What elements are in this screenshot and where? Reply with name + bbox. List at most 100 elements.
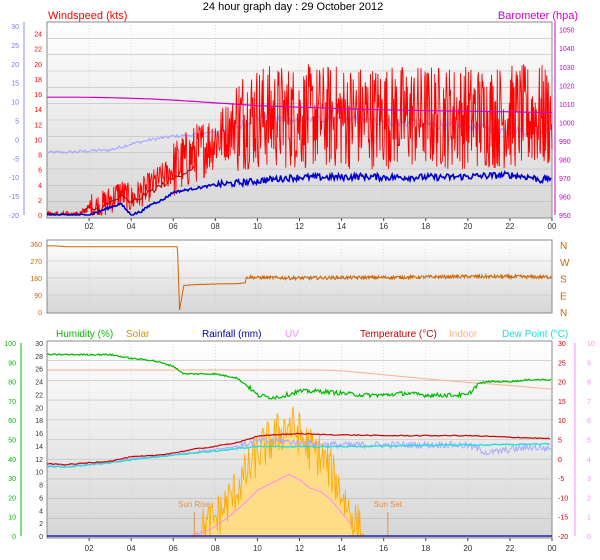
barometer-label: Barometer (hpa) [498, 10, 578, 22]
wind-outer-tick: 25 [11, 43, 19, 50]
dewpoint-line [46, 442, 550, 468]
indoor-label: Indoor [449, 329, 478, 340]
rainfall-y-tick: 26 [35, 367, 43, 374]
wind-outer-tick: 15 [11, 81, 19, 88]
wind-y-tick: 18 [34, 77, 42, 84]
rainfall-y-tick: 10 [35, 470, 43, 477]
direction-y-tick: 270 [30, 259, 42, 266]
wind-y-tick: 4 [38, 183, 42, 190]
temperature-y-tick: 15 [558, 399, 566, 406]
humidity-panel-xtick-label: 02 [85, 544, 94, 553]
compass-label: N [560, 241, 567, 252]
rainfall-y-tick: 12 [35, 457, 43, 464]
barometer-y-tick: 950 [559, 213, 571, 220]
rainfall-y-tick: 0 [39, 534, 43, 541]
uv-y-tick: 3 [587, 476, 591, 483]
direction-y-tick: 90 [34, 293, 42, 300]
temperature-y-tick: 25 [558, 360, 566, 367]
humidity-panel-xtick-label: 12 [295, 544, 304, 553]
humidity-panel-xtick-label: 08 [211, 544, 220, 553]
wind-y-tick: 24 [34, 32, 42, 39]
humidity-panel-xtick-label: 06 [169, 544, 178, 553]
wind-panel-xtick-label: 12 [295, 222, 304, 231]
wind-y-tick: 16 [34, 92, 42, 99]
temperature-y-tick: -20 [558, 534, 568, 541]
uv-y-tick: 7 [587, 399, 591, 406]
wind-outer-tick: 5 [15, 119, 19, 126]
barometer-y-tick: 1040 [559, 46, 575, 53]
barometer-y-tick: 990 [559, 139, 571, 146]
humidity-y-tick: 60 [8, 418, 16, 425]
wind-y-tick: 6 [38, 168, 42, 175]
humidity-panel-xtick-label: 22 [505, 544, 514, 553]
temperature-y-tick: 20 [558, 380, 566, 387]
wind-panel-xtick-label: 06 [169, 222, 178, 231]
rainfall-y-tick: 20 [35, 405, 43, 412]
wind-panel-xtick-label: 04 [127, 222, 136, 231]
uv-y-tick: 6 [587, 418, 591, 425]
uv-y-tick: 8 [587, 380, 591, 387]
wind-y-tick: 10 [34, 137, 42, 144]
temperature-line [46, 432, 551, 466]
wind-panel-xtick-label: 02 [85, 222, 94, 231]
humidity-panel-xtick-label: 16 [379, 544, 388, 553]
barometer-line [47, 96, 553, 114]
rainfall-y-tick: 16 [35, 431, 43, 438]
humidity-y-tick: 80 [8, 380, 16, 387]
uv-y-tick: 2 [587, 495, 591, 502]
humidity-panel-xtick-label: 04 [127, 544, 136, 553]
humidity-label: Humidity (%) [56, 329, 113, 340]
rainfall-y-tick: 2 [39, 521, 43, 528]
uv-y-tick: 10 [587, 341, 595, 348]
wind-y-tick: 12 [34, 122, 42, 129]
windspeed-label: Windspeed (kts) [48, 10, 127, 22]
humidity-panel-xtick-label: 14 [337, 544, 346, 553]
wind-y-tick: 8 [38, 153, 42, 160]
humidity-y-tick: 0 [12, 534, 16, 541]
barometer-y-tick: 970 [559, 176, 571, 183]
rainfall-y-tick: 14 [35, 444, 43, 451]
sunrise-annotation: Sun Rise [178, 500, 211, 509]
humidity-panel-xtick-label: 20 [463, 544, 472, 553]
wind-y-tick: 20 [34, 62, 42, 69]
dewpoint-label: Dew Point (°C) [502, 329, 568, 340]
wind-outer-tick: 10 [11, 100, 19, 107]
wind-y-tick: 22 [34, 47, 42, 54]
average-wind-line [47, 170, 552, 217]
humidity-y-tick: 40 [8, 457, 16, 464]
compass-label: N [560, 308, 567, 319]
wind-panel-xtick-label: 10 [253, 222, 262, 231]
barometer-y-tick: 1050 [559, 28, 575, 35]
direction-y-tick: 360 [30, 242, 42, 249]
wind-outer-tick: -5 [13, 156, 19, 163]
temperature-y-tick: 0 [558, 457, 562, 464]
wind-outer-tick: -15 [9, 194, 19, 201]
wind-y-tick: 2 [38, 198, 42, 205]
humidity-y-tick: 10 [8, 515, 16, 522]
compass-label: W [560, 258, 570, 269]
wind-outer-tick: 30 [11, 24, 19, 31]
temperature-y-tick: 5 [558, 438, 562, 445]
rainfall-y-tick: 8 [39, 483, 43, 490]
rainfall-label: Rainfall (mm) [202, 329, 261, 340]
uv-line [194, 473, 353, 536]
wind-panel-xtick-label: 00 [548, 222, 557, 231]
wind-barometer-panel: Windspeed (kts) Barometer (hpa) 02 4 6 8 10 12 1… [9, 10, 578, 231]
rainfall-y-tick: 24 [35, 380, 43, 387]
temperature-y-tick: -15 [558, 515, 568, 522]
barometer-y-tick: 980 [559, 157, 571, 164]
barometer-y-tick: 1030 [559, 65, 575, 72]
rainfall-y-tick: 28 [35, 354, 43, 361]
barometer-y-tick: 1010 [559, 102, 575, 109]
solar-area [191, 406, 366, 537]
indoor-line [47, 369, 553, 390]
humidity-temperature-panel: Humidity (%) Solar Rainfall (mm) UV Temperat… [4, 329, 595, 553]
humidity-panel-xtick-label: 10 [253, 544, 262, 553]
uv-y-tick: 0 [587, 534, 591, 541]
wind-outer-tick: -20 [9, 213, 19, 220]
temperature-y-tick: 10 [558, 418, 566, 425]
barometer-y-tick: 1000 [559, 120, 575, 127]
compass-label: S [560, 275, 567, 286]
